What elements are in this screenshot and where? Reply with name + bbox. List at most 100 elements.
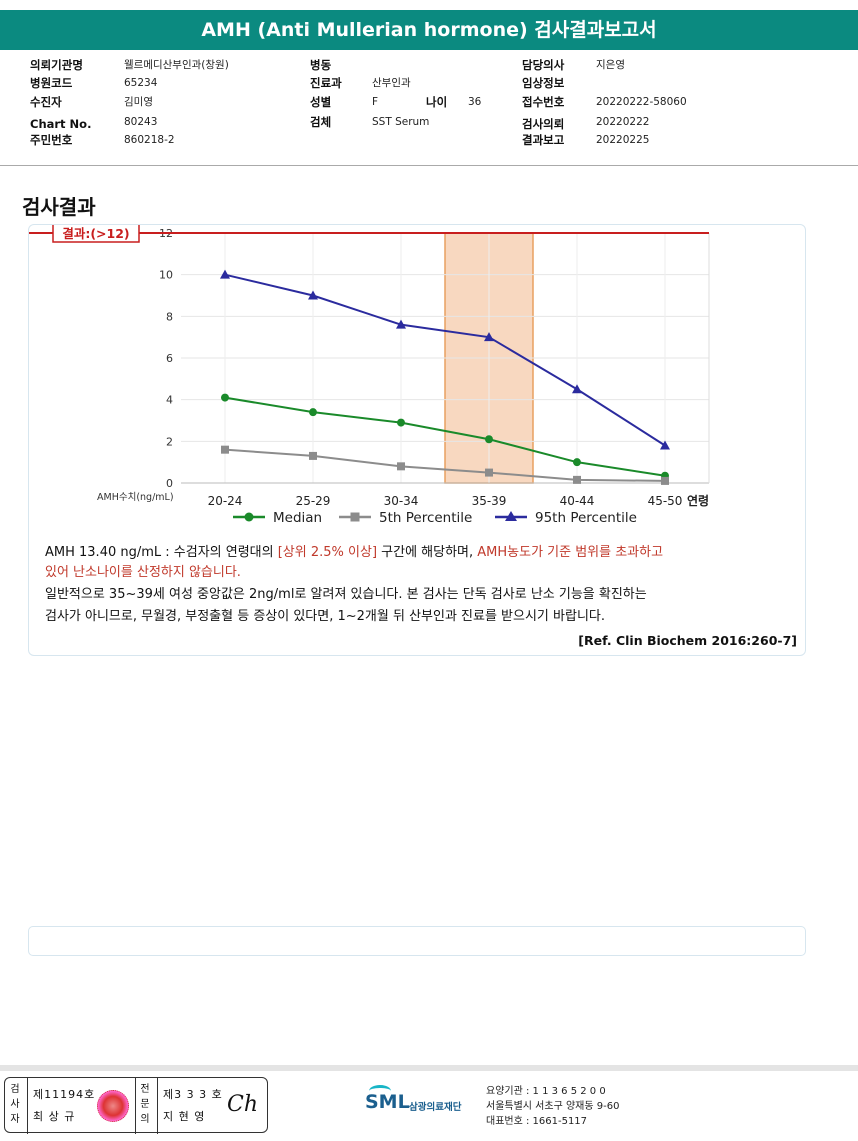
org-name: 삼광의료재단 bbox=[409, 1102, 462, 1113]
x-tick-label: 45-50 bbox=[648, 494, 683, 508]
note-line-2: 있어 난소나이를 산정하지 않습니다. bbox=[45, 565, 241, 580]
y-tick-label: 4 bbox=[166, 394, 173, 407]
patient-label: 수진자 bbox=[30, 95, 62, 109]
y-tick-label: 2 bbox=[166, 435, 173, 448]
note-line-1: AMH 13.40 ng/mL : 수검자의 연령대의 [상위 2.5% 이상]… bbox=[45, 543, 663, 563]
seal-stamp bbox=[97, 1090, 129, 1122]
series-line-2 bbox=[224, 273, 666, 447]
p95-point bbox=[396, 319, 406, 329]
x-tick-label: 20-24 bbox=[208, 494, 243, 508]
report-title: AMH (Anti Mullerian hormone) 검사결과보고서 bbox=[0, 10, 858, 50]
note-text-1c: 구간에 해당하며, bbox=[377, 545, 478, 560]
note-line-4: 검사가 아니므로, 무월경, 부정출혈 등 증상이 있다면, 1~2개월 뒤 산… bbox=[45, 609, 605, 624]
p5-point bbox=[485, 468, 493, 477]
legend-label: 5th Percentile bbox=[379, 510, 472, 525]
section-title: 검사결과 bbox=[22, 195, 96, 219]
signature-box: 검사자 제11194호 최 상 규 전문의 제3 3 3 호 지 현 영 Ch bbox=[4, 1077, 268, 1134]
hospital-code-label: 병원코드 bbox=[30, 76, 73, 90]
org-code: 요양기관 : 1 1 3 6 5 2 0 0 bbox=[486, 1086, 606, 1097]
result-label: 결과:(>12) bbox=[62, 226, 129, 241]
y-tick-label: 10 bbox=[159, 269, 173, 282]
comment-box bbox=[28, 926, 806, 956]
chart-no-value: 80243 bbox=[124, 116, 158, 128]
info-row-3: 수진자 김미영 성별 F 나이 36 접수번호 20220222-58060 bbox=[0, 93, 858, 111]
reference: [Ref. Clin Biochem 2016:260-7] bbox=[578, 633, 797, 648]
series-line-1 bbox=[224, 448, 666, 482]
specimen-label: 검체 bbox=[310, 115, 332, 129]
sex-label: 성별 bbox=[310, 95, 332, 109]
x-tick-label: 35-39 bbox=[472, 494, 507, 508]
resident-no-label: 주민번호 bbox=[30, 133, 73, 147]
p95-point bbox=[308, 290, 318, 300]
y-tick-label: 8 bbox=[166, 310, 173, 323]
hospital-code-value: 65234 bbox=[124, 77, 158, 89]
p5-point bbox=[397, 462, 405, 471]
result-label-box bbox=[52, 225, 140, 243]
age-value: 36 bbox=[468, 96, 482, 108]
inspector-label: 검사자 bbox=[9, 1082, 23, 1127]
y-tick-label: 0 bbox=[166, 477, 173, 490]
p95-point bbox=[660, 440, 670, 450]
note-line-3: 일반적으로 35~39세 여성 중앙값은 2ng/ml로 알려져 있습니다. 본… bbox=[45, 587, 647, 602]
institution-label: 의뢰기관명 bbox=[30, 58, 83, 72]
org-phone: 대표번호 : 1661-5117 bbox=[486, 1116, 588, 1127]
inspector-label-text: 검사자 bbox=[10, 1084, 20, 1125]
chart-panel: 0 2 4 6 8 10 12 20-24 25-29 30-34 35-39 40-44 45-50 A… bbox=[28, 224, 806, 656]
p5-point bbox=[309, 451, 317, 460]
x-tick-label: 30-34 bbox=[384, 494, 419, 508]
org-logo: SML 삼광의료재단 bbox=[365, 1085, 485, 1125]
info-row-1: 의뢰기관명 웰르메디산부인과(창원) 병동 담당의사 지은영 bbox=[0, 56, 858, 74]
legend-label: Median bbox=[273, 510, 322, 525]
sign-divider-3 bbox=[157, 1078, 158, 1134]
inspector-name: 최 상 규 bbox=[33, 1110, 76, 1123]
institution-value: 웰르메디산부인과(창원) bbox=[124, 59, 229, 71]
patient-value: 김미영 bbox=[124, 96, 153, 108]
patient-info: 의뢰기관명 웰르메디산부인과(창원) 병동 담당의사 지은영 병원코드 6523… bbox=[0, 52, 858, 166]
median-point bbox=[573, 458, 581, 467]
signature-mark: Ch bbox=[227, 1092, 259, 1117]
info-row-5: 주민번호 860218-2 결과보고 20220225 bbox=[0, 131, 858, 149]
receipt-label: 접수번호 bbox=[522, 95, 565, 109]
y-axis-label: AMH수치(ng/mL) bbox=[97, 491, 174, 503]
note-text-1a: AMH 13.40 ng/mL : 수검자의 연령대의 bbox=[45, 545, 278, 560]
ward-label: 병동 bbox=[310, 58, 332, 72]
doctor-label: 담당의사 bbox=[522, 58, 565, 72]
p95-point bbox=[220, 269, 230, 279]
x-axis-label: 연령 bbox=[687, 493, 709, 508]
result-report-value: 20220225 bbox=[596, 134, 650, 146]
clinical-label: 임상정보 bbox=[522, 76, 565, 90]
p5-point bbox=[221, 445, 229, 454]
receipt-value: 20220222-58060 bbox=[596, 96, 687, 108]
note-text-1b: [상위 2.5% 이상] bbox=[277, 545, 378, 560]
x-tick-label: 25-29 bbox=[296, 494, 331, 508]
chart-no-label: Chart No. bbox=[30, 117, 92, 131]
info-row-2: 병원코드 65234 진료과 산부인과 임상정보 bbox=[0, 74, 858, 92]
sex-value: F bbox=[372, 96, 379, 108]
logo-arc bbox=[369, 1085, 391, 1097]
doctor-value: 지은영 bbox=[596, 59, 625, 71]
department-value: 산부인과 bbox=[372, 77, 411, 89]
x-tick-label: 40-44 bbox=[560, 494, 595, 508]
legend-marker-p5 bbox=[350, 512, 360, 522]
p95-point bbox=[484, 332, 494, 342]
median-point bbox=[397, 418, 405, 427]
legend-label: 95th Percentile bbox=[535, 510, 637, 525]
legend-marker-median bbox=[244, 512, 254, 522]
series-line-0 bbox=[224, 396, 666, 477]
median-point bbox=[309, 408, 317, 417]
confirmer-no: 제3 3 3 호 bbox=[163, 1088, 223, 1101]
age-label: 나이 bbox=[426, 95, 448, 109]
request-label: 검사의뢰 bbox=[522, 117, 565, 131]
confirmer-label-text: 전문의 bbox=[140, 1084, 150, 1125]
confirmer-name: 지 현 영 bbox=[163, 1110, 206, 1123]
org-info: 요양기관 : 1 1 3 6 5 2 0 0 서울특별시 서초구 양재동 9-6… bbox=[486, 1084, 619, 1129]
logo-text: SML bbox=[365, 1091, 410, 1113]
y-tick-label: 6 bbox=[166, 352, 173, 365]
p5-point bbox=[573, 475, 581, 484]
legend-marker-p95 bbox=[505, 511, 517, 521]
resident-no-value: 860218-2 bbox=[124, 134, 175, 146]
confirmer-label: 전문의 bbox=[139, 1082, 153, 1127]
sign-divider-1 bbox=[27, 1078, 28, 1134]
request-value: 20220222 bbox=[596, 116, 650, 128]
